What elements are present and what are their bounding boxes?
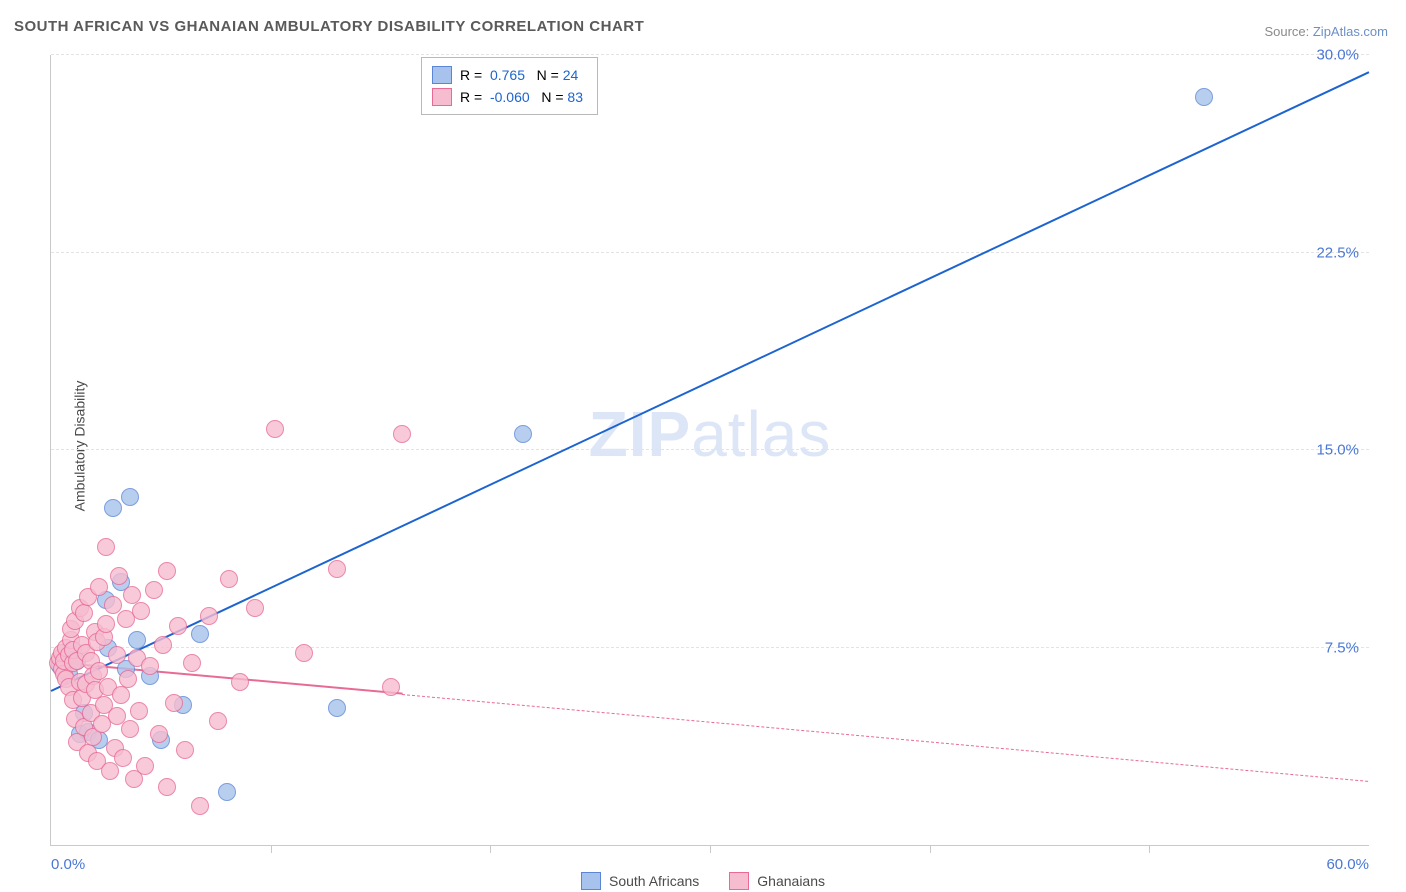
data-point (108, 646, 126, 664)
swatch-icon (729, 872, 749, 890)
plot-area: ZIPatlas 7.5%15.0%22.5%30.0%0.0%60.0%R =… (50, 55, 1369, 846)
chart-title: SOUTH AFRICAN VS GHANAIAN AMBULATORY DIS… (14, 18, 644, 35)
data-point (266, 420, 284, 438)
trend-line (51, 72, 1370, 693)
gridline (51, 449, 1369, 450)
data-point (97, 538, 115, 556)
data-point (191, 797, 209, 815)
y-tick-label: 15.0% (1316, 442, 1359, 459)
data-point (119, 670, 137, 688)
data-point (328, 699, 346, 717)
y-tick-label: 7.5% (1325, 639, 1359, 656)
data-point (191, 625, 209, 643)
data-point (382, 678, 400, 696)
data-point (154, 636, 172, 654)
data-point (231, 673, 249, 691)
data-point (101, 762, 119, 780)
x-tick (710, 845, 711, 853)
swatch-icon (581, 872, 601, 890)
data-point (110, 567, 128, 585)
data-point (176, 741, 194, 759)
data-point (132, 602, 150, 620)
trend-line (402, 694, 1369, 782)
stats-legend: R = 0.765 N = 24R = -0.060 N = 83 (421, 57, 598, 115)
source-attribution: Source: ZipAtlas.com (1264, 24, 1388, 39)
data-point (183, 654, 201, 672)
data-point (220, 570, 238, 588)
data-point (97, 615, 115, 633)
data-point (130, 702, 148, 720)
data-point (145, 581, 163, 599)
data-point (158, 778, 176, 796)
data-point (514, 425, 532, 443)
data-point (200, 607, 218, 625)
data-point (104, 499, 122, 517)
data-point (112, 686, 130, 704)
data-point (90, 578, 108, 596)
data-point (246, 599, 264, 617)
swatch-icon (432, 66, 452, 84)
data-point (1195, 88, 1213, 106)
data-point (209, 712, 227, 730)
legend-item-south-africans: South Africans (581, 872, 699, 890)
data-point (218, 783, 236, 801)
y-tick-label: 30.0% (1316, 47, 1359, 64)
data-point (75, 604, 93, 622)
source-link[interactable]: ZipAtlas.com (1313, 24, 1388, 39)
stats-row: R = 0.765 N = 24 (432, 64, 583, 86)
data-point (328, 560, 346, 578)
gridline (51, 647, 1369, 648)
data-point (169, 617, 187, 635)
swatch-icon (432, 88, 452, 106)
data-point (141, 657, 159, 675)
x-tick (1149, 845, 1150, 853)
legend-bottom: South Africans Ghanaians (581, 872, 825, 890)
data-point (114, 749, 132, 767)
data-point (136, 757, 154, 775)
gridline (51, 252, 1369, 253)
data-point (121, 720, 139, 738)
data-point (295, 644, 313, 662)
x-tick (271, 845, 272, 853)
data-point (393, 425, 411, 443)
x-tick (490, 845, 491, 853)
x-min-label: 0.0% (51, 856, 85, 873)
data-point (128, 631, 146, 649)
x-max-label: 60.0% (1326, 856, 1369, 873)
data-point (150, 725, 168, 743)
y-tick-label: 22.5% (1316, 244, 1359, 261)
stats-row: R = -0.060 N = 83 (432, 86, 583, 108)
data-point (165, 694, 183, 712)
data-point (158, 562, 176, 580)
watermark: ZIPatlas (589, 397, 832, 471)
data-point (121, 488, 139, 506)
gridline (51, 54, 1369, 55)
x-tick (930, 845, 931, 853)
legend-item-ghanaians: Ghanaians (729, 872, 825, 890)
